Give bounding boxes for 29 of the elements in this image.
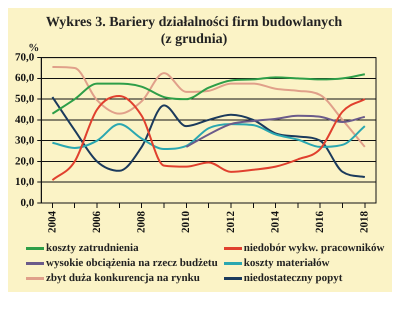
y-tick-label: 40,0 [15,114,35,126]
x-tick-label: 2010 [180,210,192,233]
line-series [51,123,366,150]
x-tick-label: 2016 [314,210,326,233]
x-tick-label: 2004 [46,210,58,233]
y-tick-label: 20,0 [15,155,35,168]
x-tick-label: 2008 [136,210,148,233]
y-tick-label: 70,0 [15,51,35,64]
chart-subtitle: (z grudnia) [160,32,228,47]
line-series [185,114,366,148]
x-tick-label: 2018 [358,210,371,233]
y-tick-label: 10,0 [15,176,35,188]
legend-label: koszty materiałów [244,257,330,269]
y-tick-label: 50,0 [15,92,35,105]
y-tick-label: 30,0 [15,134,35,147]
line-series [51,73,366,115]
legend-label: niedostateczny popyt [244,272,342,284]
chart-title: Wykres 3. Bariery działalności firm budowlanych [46,15,342,30]
y-tick-label: 60,0 [15,72,35,84]
x-tick-label: 2014 [269,210,282,233]
x-tick-label: 2006 [90,210,103,233]
x-tick-label: 2012 [224,210,237,233]
y-tick-label: 0,0 [20,196,35,209]
y-axis-title: % [28,42,40,54]
legend-label: koszty zatrudnienia [46,242,139,254]
line-series [51,66,366,148]
legend-label: zbyt duża konkurencja na rynku [46,272,200,284]
legend-label: niedobór wykw. pracowników [244,242,384,254]
legend-label: wysokie obciążenia na rzecz budżetu [46,257,218,269]
